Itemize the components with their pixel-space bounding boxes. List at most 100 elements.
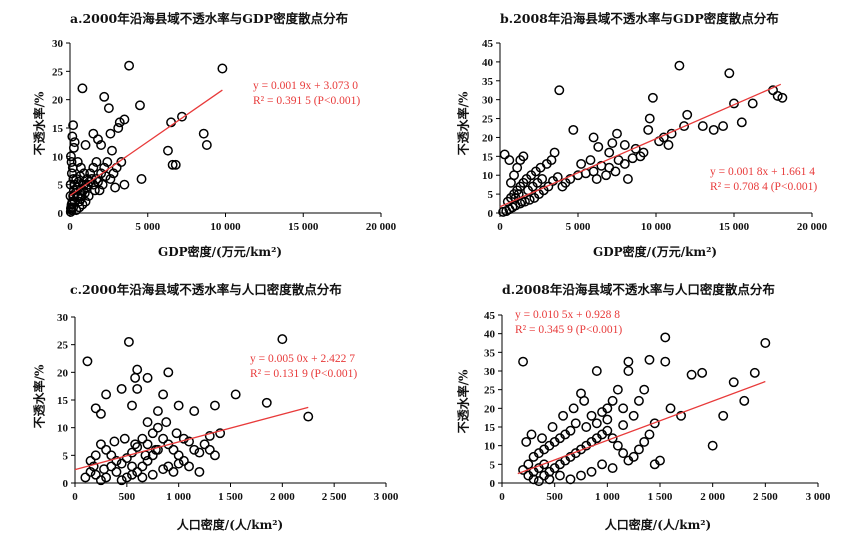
data-point bbox=[518, 356, 529, 367]
data-point bbox=[173, 458, 184, 469]
data-point bbox=[168, 444, 179, 455]
scatter-plot: 0 5 10 15 20 25 30 0 5 000 10 000 15 000 20 000 bbox=[52, 38, 397, 233]
data-point bbox=[558, 410, 569, 421]
x-tick-label: 20 000 bbox=[366, 221, 397, 233]
x-tick-label: 1 000 bbox=[166, 491, 191, 503]
y-tick-label: 0 bbox=[58, 208, 64, 220]
data-point bbox=[676, 410, 687, 421]
x-tick-label: 15 000 bbox=[288, 221, 319, 233]
data-point bbox=[158, 464, 169, 475]
chart-title: a.2000年沿海县域不透水率与GDP密度散点分布 bbox=[70, 11, 349, 26]
y-tick-label: 15 bbox=[52, 123, 64, 135]
r-squared-text: R² = 0.345 9 (P<0.001) bbox=[515, 324, 623, 336]
data-point bbox=[576, 470, 586, 481]
chart-panel-c: c.2000年沿海县域不透水率与人口密度散点分布 不透水率/% 0 5 10 15 20… bbox=[0, 268, 428, 537]
data-point bbox=[674, 60, 685, 71]
data-point bbox=[130, 439, 141, 450]
regression-equation: y = 0.001 9x + 3.073 0 R² = 0.391 5 (P<0.… bbox=[253, 79, 360, 109]
data-point bbox=[80, 472, 91, 483]
y-tick-label: 45 bbox=[482, 38, 494, 50]
data-point bbox=[127, 400, 137, 411]
data-point bbox=[147, 428, 158, 439]
data-point bbox=[533, 476, 544, 487]
data-point bbox=[586, 410, 597, 421]
data-point bbox=[116, 475, 127, 486]
x-tick-label: 10 000 bbox=[641, 221, 672, 233]
data-point bbox=[89, 185, 100, 196]
data-point bbox=[111, 466, 122, 477]
data-point bbox=[168, 466, 179, 477]
data-point bbox=[173, 450, 184, 461]
trend-line bbox=[69, 89, 223, 197]
data-point bbox=[69, 137, 80, 148]
data-point bbox=[184, 436, 194, 447]
data-point bbox=[622, 174, 633, 184]
data-point bbox=[570, 418, 581, 429]
data-point bbox=[142, 372, 153, 383]
data-point bbox=[72, 157, 83, 167]
data-point bbox=[610, 166, 621, 177]
data-point bbox=[65, 191, 76, 201]
data-point bbox=[697, 121, 708, 132]
x-axis-label: 人口密度/(人/km²) bbox=[176, 518, 284, 532]
chart-panel-a: a.2000年沿海县域不透水率与GDP密度散点分布 不透水率/% 0 5 10 15 2… bbox=[0, 0, 428, 268]
data-point bbox=[170, 159, 181, 170]
y-tick-label: 25 bbox=[484, 385, 496, 397]
data-point bbox=[682, 109, 693, 120]
y-tick-label: 45 bbox=[484, 310, 496, 322]
data-point bbox=[760, 338, 771, 348]
data-point bbox=[77, 83, 88, 94]
chart-panel-b: b.2008年沿海县域不透水率与GDP密度散点分布 不透水率/% 0 5 10 15 2… bbox=[430, 0, 855, 268]
data-point bbox=[633, 444, 644, 455]
y-tick-label: 0 bbox=[63, 478, 69, 490]
data-point bbox=[152, 422, 163, 433]
x-tick-label: 0 bbox=[72, 491, 78, 503]
data-point bbox=[163, 367, 174, 378]
data-point bbox=[158, 389, 169, 400]
y-tick-label: 30 bbox=[484, 366, 496, 378]
data-point bbox=[623, 356, 634, 367]
data-point bbox=[618, 420, 629, 431]
data-point bbox=[79, 188, 90, 199]
data-point bbox=[142, 455, 153, 466]
data-point bbox=[88, 162, 99, 173]
data-point bbox=[161, 417, 172, 428]
data-point bbox=[119, 179, 130, 190]
data-point bbox=[67, 162, 78, 173]
y-tick-label: 30 bbox=[482, 95, 494, 107]
data-point bbox=[177, 111, 187, 122]
data-point bbox=[660, 332, 671, 343]
data-point bbox=[99, 91, 110, 102]
data-point bbox=[498, 206, 509, 217]
data-point bbox=[116, 458, 127, 469]
regression-equation: y = 0.005 0x + 2.422 7 R² = 0.131 9 (P<0.… bbox=[250, 352, 357, 382]
x-axis-label: GDP密度/(万元/km²) bbox=[592, 245, 718, 259]
x-tick-label: 5 000 bbox=[566, 221, 591, 233]
data-point bbox=[718, 121, 729, 132]
data-point bbox=[602, 414, 613, 425]
data-point bbox=[655, 455, 665, 466]
x-axis-label: GDP密度/(万元/km²) bbox=[157, 245, 283, 259]
data-point bbox=[607, 433, 618, 444]
x-tick-label: 0 bbox=[499, 491, 505, 503]
data-point bbox=[639, 436, 650, 447]
x-tick-label: 2 500 bbox=[322, 491, 347, 503]
data-point bbox=[539, 459, 550, 470]
data-point bbox=[579, 395, 590, 406]
data-point bbox=[499, 149, 510, 160]
y-tick-label: 25 bbox=[52, 66, 64, 78]
data-point bbox=[663, 140, 674, 150]
data-point bbox=[604, 147, 615, 158]
data-point bbox=[119, 433, 130, 444]
x-tick-label: 20 000 bbox=[797, 221, 828, 233]
data-point bbox=[596, 160, 607, 171]
data-point bbox=[152, 406, 163, 417]
data-point bbox=[137, 472, 148, 483]
y-tick-label: 25 bbox=[57, 340, 69, 352]
data-point bbox=[261, 397, 272, 408]
data-point bbox=[189, 406, 200, 417]
data-point bbox=[198, 128, 209, 139]
data-point bbox=[747, 98, 758, 109]
y-tick-label: 40 bbox=[482, 57, 494, 69]
data-point bbox=[137, 461, 148, 472]
